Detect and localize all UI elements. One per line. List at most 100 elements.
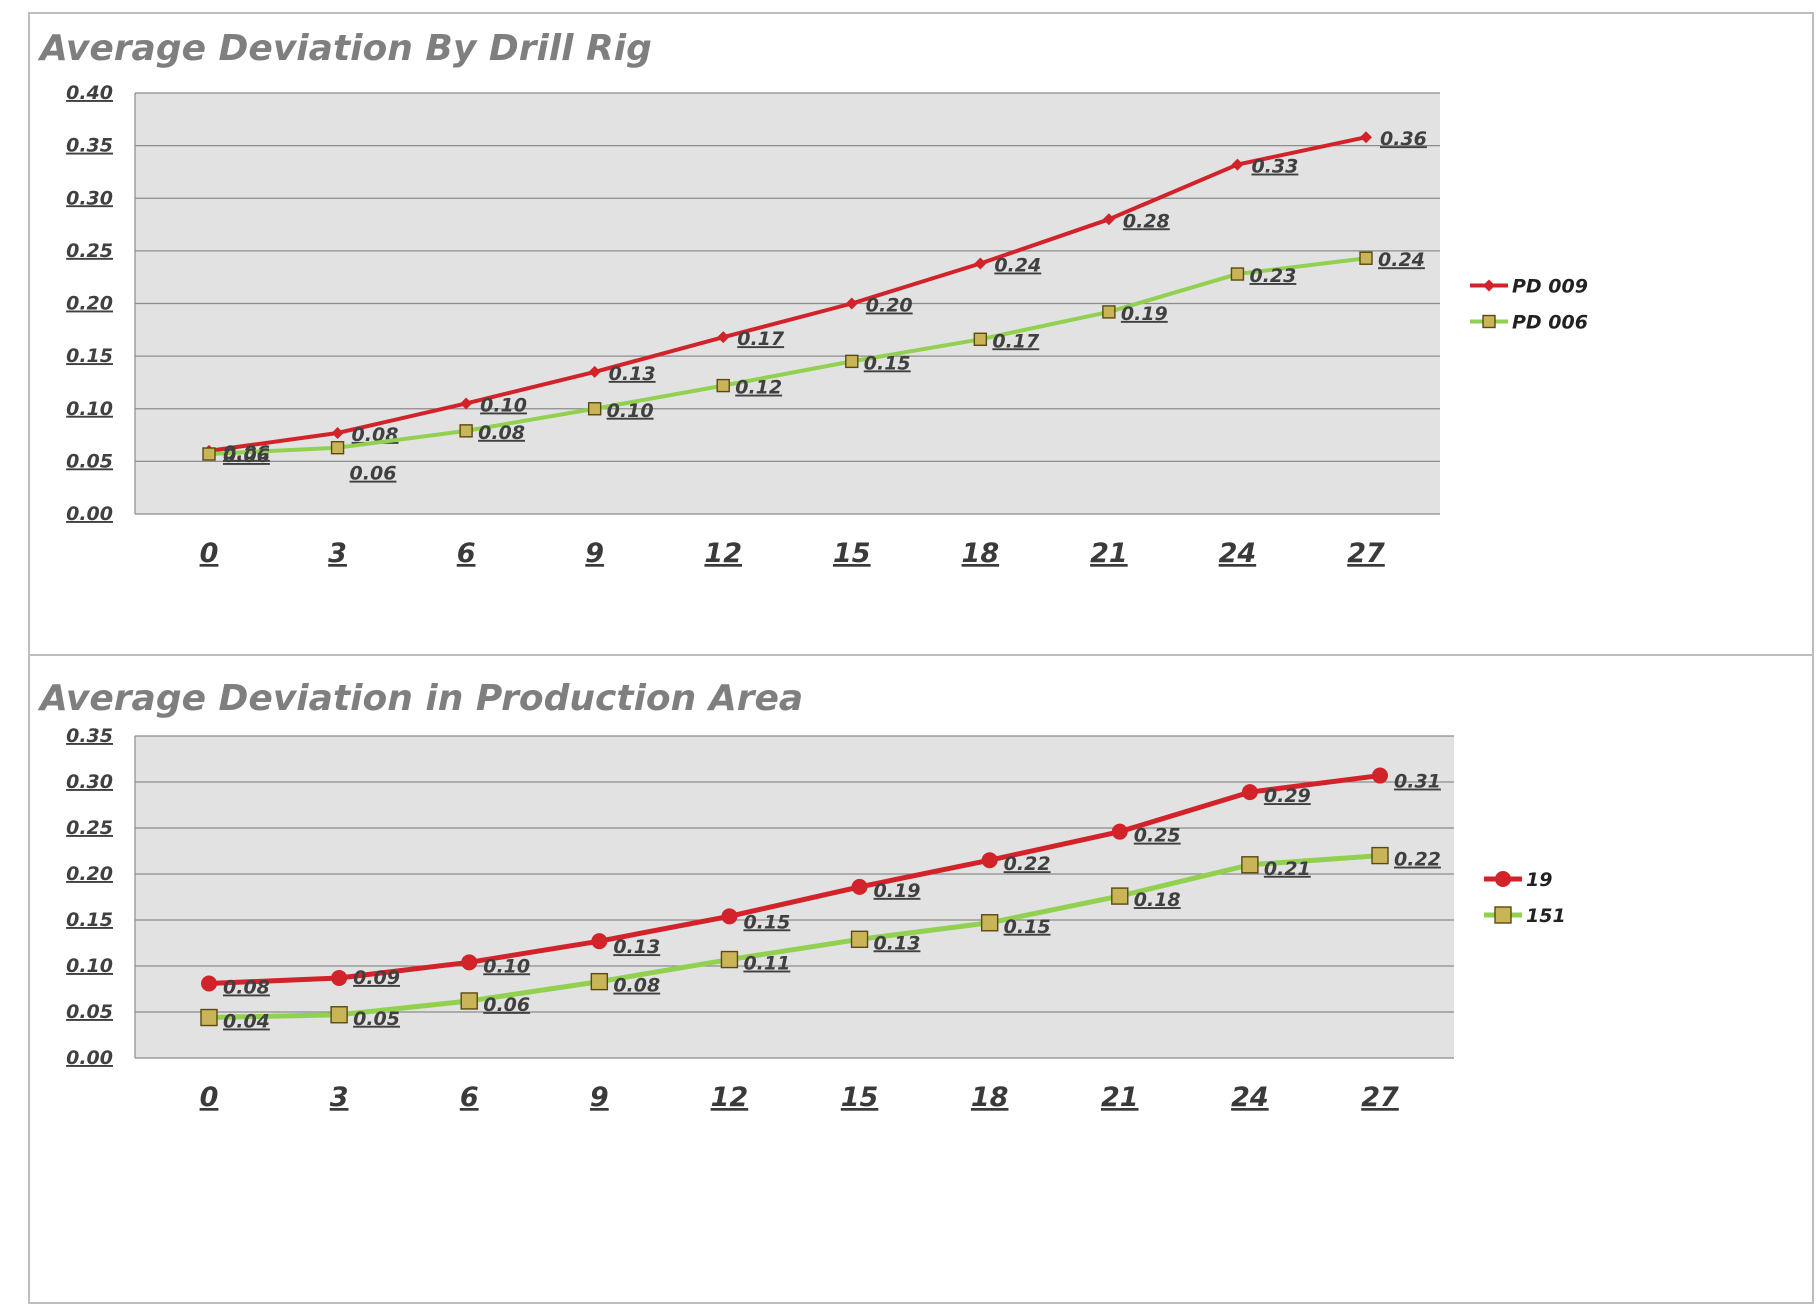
x-tick-label: 18 — [962, 538, 1000, 569]
series-line — [206, 853, 1383, 1021]
data-point — [980, 914, 999, 932]
data-point — [851, 878, 868, 895]
data-label: 0.17 — [737, 328, 785, 350]
x-tick-label: 15 — [833, 538, 871, 569]
data-point — [850, 930, 869, 949]
y-tick-label: 0.05 — [66, 450, 113, 472]
chart-panel-production-area: Average Deviation in Production Area 0.0… — [28, 654, 1814, 1304]
data-label: 0.23 — [1249, 265, 1296, 287]
x-tick-label: 3 — [328, 538, 347, 569]
chart-plot-drill-rig: 0.00 0.05 0.10 0.15 0.20 0.25 0.30 0.35 0.40 0 3 6 9… — [66, 82, 1588, 569]
data-point — [981, 852, 998, 869]
x-tick-label: 9 — [585, 538, 604, 569]
data-label: 0.05 — [353, 1008, 400, 1030]
data-label: 0.19 — [874, 880, 921, 902]
data-label: 0.18 — [1134, 889, 1181, 911]
data-point — [460, 397, 473, 410]
data-label: 0.31 — [1394, 771, 1441, 793]
legend-label: 19 — [1526, 869, 1552, 891]
series-line — [206, 773, 1383, 986]
x-tick-label: 24 — [1219, 538, 1257, 569]
data-point — [973, 332, 988, 346]
y-tick-label: 0.35 — [66, 135, 113, 157]
y-tick-label: 0.10 — [66, 398, 113, 420]
data-point — [1102, 305, 1116, 319]
data-point — [1483, 279, 1495, 292]
x-tick-label: 24 — [1231, 1082, 1269, 1113]
data-point — [1102, 213, 1115, 226]
data-label: 0.06 — [350, 463, 397, 485]
data-point — [330, 440, 345, 455]
data-label: 0.33 — [1251, 156, 1298, 178]
data-point — [591, 933, 608, 950]
data-label: 0.24 — [1378, 249, 1425, 271]
legend-entry: 151 — [1484, 905, 1566, 927]
plot-area — [135, 736, 1454, 1058]
series-pd-009: 0.06 0.08 0.10 0.13 0.17 0.20 0.24 0.28 0.33 0.36 — [203, 128, 1427, 464]
data-label: 0.24 — [994, 255, 1041, 277]
data-point — [330, 1006, 348, 1024]
data-label: 0.10 — [607, 400, 654, 422]
x-tick-label: 6 — [457, 538, 476, 569]
series-19: 0.08 0.09 0.10 0.13 0.15 0.19 0.22 0.25 0.29 0.31 — [201, 767, 1441, 998]
x-tick-label: 9 — [590, 1082, 609, 1113]
data-point — [1482, 314, 1496, 329]
data-point — [1111, 823, 1128, 840]
data-point — [1495, 871, 1511, 887]
x-tick-label: 27 — [1347, 538, 1385, 569]
data-point — [1359, 251, 1373, 265]
data-label: 0.19 — [1121, 303, 1168, 325]
data-point — [461, 954, 478, 971]
data-point — [588, 365, 601, 378]
data-label: 0.15 — [864, 352, 911, 374]
y-tick-label: 0.20 — [66, 863, 113, 885]
data-point — [716, 378, 730, 393]
data-label: 0.10 — [483, 955, 530, 977]
y-tick-label: 0.00 — [66, 503, 113, 525]
y-tick-label: 0.35 — [66, 725, 113, 747]
chart-title: Average Deviation in Production Area — [40, 678, 804, 719]
data-label: 0.06 — [223, 445, 270, 467]
data-label: 0.12 — [735, 377, 782, 399]
x-tick-label: 21 — [1090, 538, 1128, 569]
data-label: 0.08 — [613, 975, 660, 997]
data-point — [1241, 784, 1258, 801]
data-label: 0.13 — [609, 363, 656, 385]
data-label: 0.36 — [1380, 128, 1427, 150]
data-point — [845, 354, 859, 369]
y-tick-label: 0.25 — [66, 240, 113, 262]
x-tick-label: 18 — [971, 1082, 1009, 1113]
series-line — [207, 135, 1368, 453]
y-tick-label: 0.25 — [66, 817, 113, 839]
data-label: 0.08 — [223, 976, 270, 998]
data-label: 0.22 — [1004, 853, 1051, 875]
data-point — [331, 969, 348, 986]
data-point — [974, 257, 987, 270]
data-point — [1111, 887, 1129, 905]
data-point — [1494, 906, 1512, 924]
x-tick-label: 27 — [1361, 1082, 1399, 1113]
chart-plot-production-area: 0.00 0.05 0.10 0.15 0.20 0.25 0.30 0.35 0 3 6 9 12 15… — [66, 725, 1566, 1113]
y-tick-label: 0.00 — [66, 1047, 113, 1069]
data-label: 0.29 — [1264, 785, 1311, 807]
data-point — [590, 972, 609, 991]
legend-entry: PD 006 — [1470, 312, 1588, 334]
data-label: 0.20 — [866, 295, 913, 317]
x-tick-label: 12 — [704, 538, 742, 569]
data-point — [721, 908, 738, 925]
data-point — [720, 950, 739, 969]
y-tick-label: 0.15 — [66, 345, 113, 367]
data-point — [1360, 131, 1372, 144]
data-label: 0.25 — [1134, 825, 1181, 847]
data-label: 0.04 — [223, 1011, 270, 1033]
data-label: 0.06 — [483, 994, 530, 1016]
y-tick-label: 0.30 — [66, 187, 113, 209]
y-tick-label: 0.05 — [66, 1001, 113, 1023]
data-label: 0.28 — [1123, 210, 1170, 232]
chart-panel-drill-rig: Average Deviation By Drill Rig 0.00 0.05 0… — [28, 12, 1814, 656]
data-label: 0.11 — [743, 953, 790, 975]
legend-label: PD 006 — [1512, 312, 1588, 334]
data-label: 0.17 — [992, 330, 1040, 352]
data-label: 0.15 — [743, 911, 790, 933]
data-point — [201, 975, 217, 992]
